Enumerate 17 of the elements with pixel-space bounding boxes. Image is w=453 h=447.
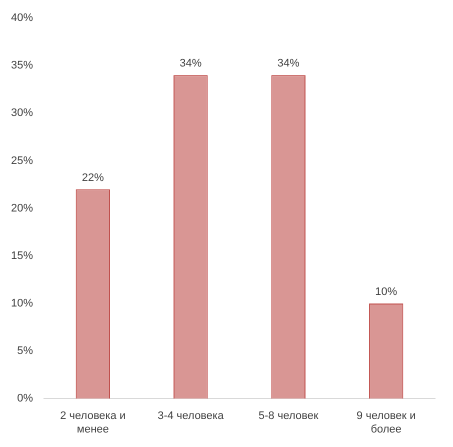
y-tick-label: 5% <box>17 345 34 358</box>
x-tick-label: 5-8 человек <box>258 410 318 422</box>
data-label: 22% <box>82 172 104 184</box>
y-tick-label: 10% <box>10 297 34 310</box>
x-tick-label: 3-4 человека <box>158 410 225 422</box>
x-tick-label: 9 человек и более <box>356 410 416 436</box>
y-tick-label: 35% <box>10 60 34 72</box>
y-tick-label: 25% <box>10 154 34 167</box>
y-tick-label: 30% <box>10 107 34 120</box>
y-tick-label: 0% <box>17 392 34 405</box>
x-tick-label: 2 человека и менее <box>60 410 126 436</box>
y-tick-label: 15% <box>10 250 34 262</box>
y-tick-label: 20% <box>10 202 34 214</box>
data-label: 34% <box>180 58 202 70</box>
y-tick-label: 40% <box>10 12 34 24</box>
data-label: 34% <box>277 58 300 70</box>
data-label: 10% <box>375 286 398 298</box>
